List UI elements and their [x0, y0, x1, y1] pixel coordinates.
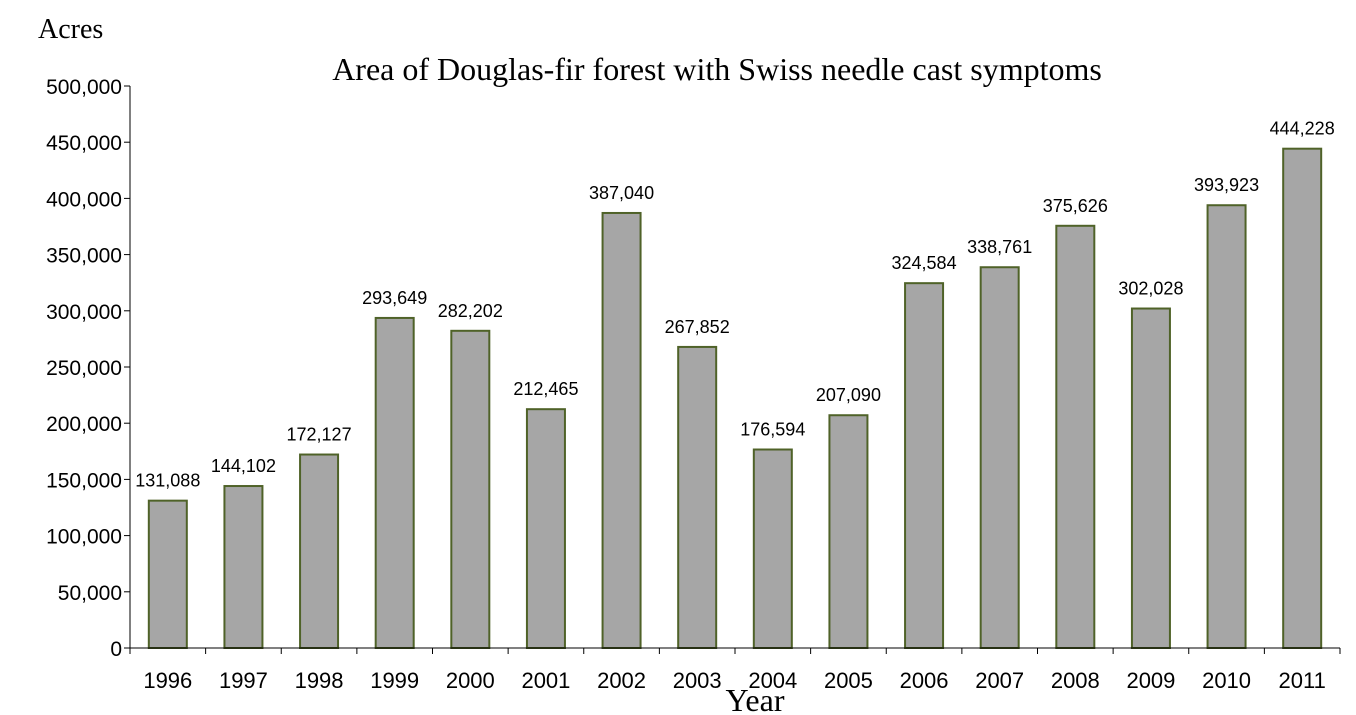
x-tick-label: 2007	[975, 668, 1024, 693]
data-label-2005: 207,090	[816, 385, 881, 405]
data-label-2004: 176,594	[740, 420, 805, 440]
x-tick-label: 2002	[597, 668, 646, 693]
data-label-2000: 282,202	[438, 301, 503, 321]
y-tick-label: 350,000	[46, 245, 122, 268]
x-tick-label: 2004	[748, 668, 797, 693]
x-tick-label: 1998	[295, 668, 344, 693]
chart-title: Area of Douglas-fir forest with Swiss ne…	[332, 51, 1102, 87]
data-label-2006: 324,584	[892, 253, 957, 273]
bar-2004	[752, 448, 793, 649]
x-tick-label: 2008	[1051, 668, 1100, 693]
data-label-2010: 393,923	[1194, 175, 1259, 195]
bar-2005	[828, 414, 869, 649]
y-tick-label: 450,000	[46, 132, 122, 155]
bar-1998	[299, 453, 340, 650]
x-tick-label: 2005	[824, 668, 873, 693]
data-label-2007: 338,761	[967, 237, 1032, 257]
data-label-2008: 375,626	[1043, 196, 1108, 216]
x-tick-label: 2010	[1202, 668, 1251, 693]
bar-2000	[450, 329, 491, 649]
x-tick-label: 2006	[900, 668, 949, 693]
bar-2008	[1055, 224, 1096, 649]
data-label-1996: 131,088	[135, 471, 200, 491]
x-tick-label: 2003	[673, 668, 722, 693]
data-label-2001: 212,465	[513, 379, 578, 399]
x-tick-label: 1997	[219, 668, 268, 693]
data-label-2002: 387,040	[589, 183, 654, 203]
bar-2010	[1206, 204, 1247, 649]
x-axis-label: Year	[726, 682, 785, 715]
bar-2001	[525, 408, 566, 649]
y-tick-label: 150,000	[46, 469, 122, 492]
bar-2003	[677, 345, 718, 649]
x-tick-label: 1996	[143, 668, 192, 693]
bar-2007	[979, 266, 1020, 649]
y-axis: 0 50,000 100,000 150,000 200,000 250,000 300,0…	[46, 76, 130, 661]
y-tick-label: 100,000	[46, 526, 122, 549]
x-tick-label: 1999	[370, 668, 419, 693]
bar-2002	[601, 211, 642, 649]
data-label-1998: 172,127	[287, 425, 352, 445]
y-tick-label: 400,000	[46, 188, 122, 211]
data-labels-group: 131,088 144,102 172,127 293,649 282,202 212,4…	[135, 119, 1334, 491]
x-tick-label: 2009	[1126, 668, 1175, 693]
bar-2009	[1130, 307, 1171, 649]
bar-2011	[1282, 147, 1323, 650]
data-label-2011: 444,228	[1270, 119, 1335, 139]
x-axis: 1996 1997 1998 1999 2000 2001 2002 2003 2004 2005…	[129, 648, 1341, 693]
bar-2006	[904, 282, 945, 649]
bars-group	[147, 147, 1323, 650]
bar-1997	[223, 485, 264, 649]
y-tick-label: 250,000	[46, 357, 122, 380]
data-label-2009: 302,028	[1118, 279, 1183, 299]
y-tick-label: 300,000	[46, 301, 122, 324]
x-tick-label: 2000	[446, 668, 495, 693]
data-label-1999: 293,649	[362, 288, 427, 308]
data-label-1997: 144,102	[211, 456, 276, 476]
bar-1996	[147, 499, 188, 649]
x-tick-label: 2001	[521, 668, 570, 693]
data-label-2003: 267,852	[665, 317, 730, 337]
y-tick-label: 200,000	[46, 413, 122, 436]
bar-1999	[374, 316, 415, 649]
y-tick-label: 0	[110, 638, 122, 661]
y-axis-label: Acres	[38, 14, 103, 45]
x-tick-label: 2011	[1279, 668, 1326, 693]
y-tick-label: 500,000	[46, 76, 122, 99]
y-tick-label: 50,000	[58, 582, 122, 605]
